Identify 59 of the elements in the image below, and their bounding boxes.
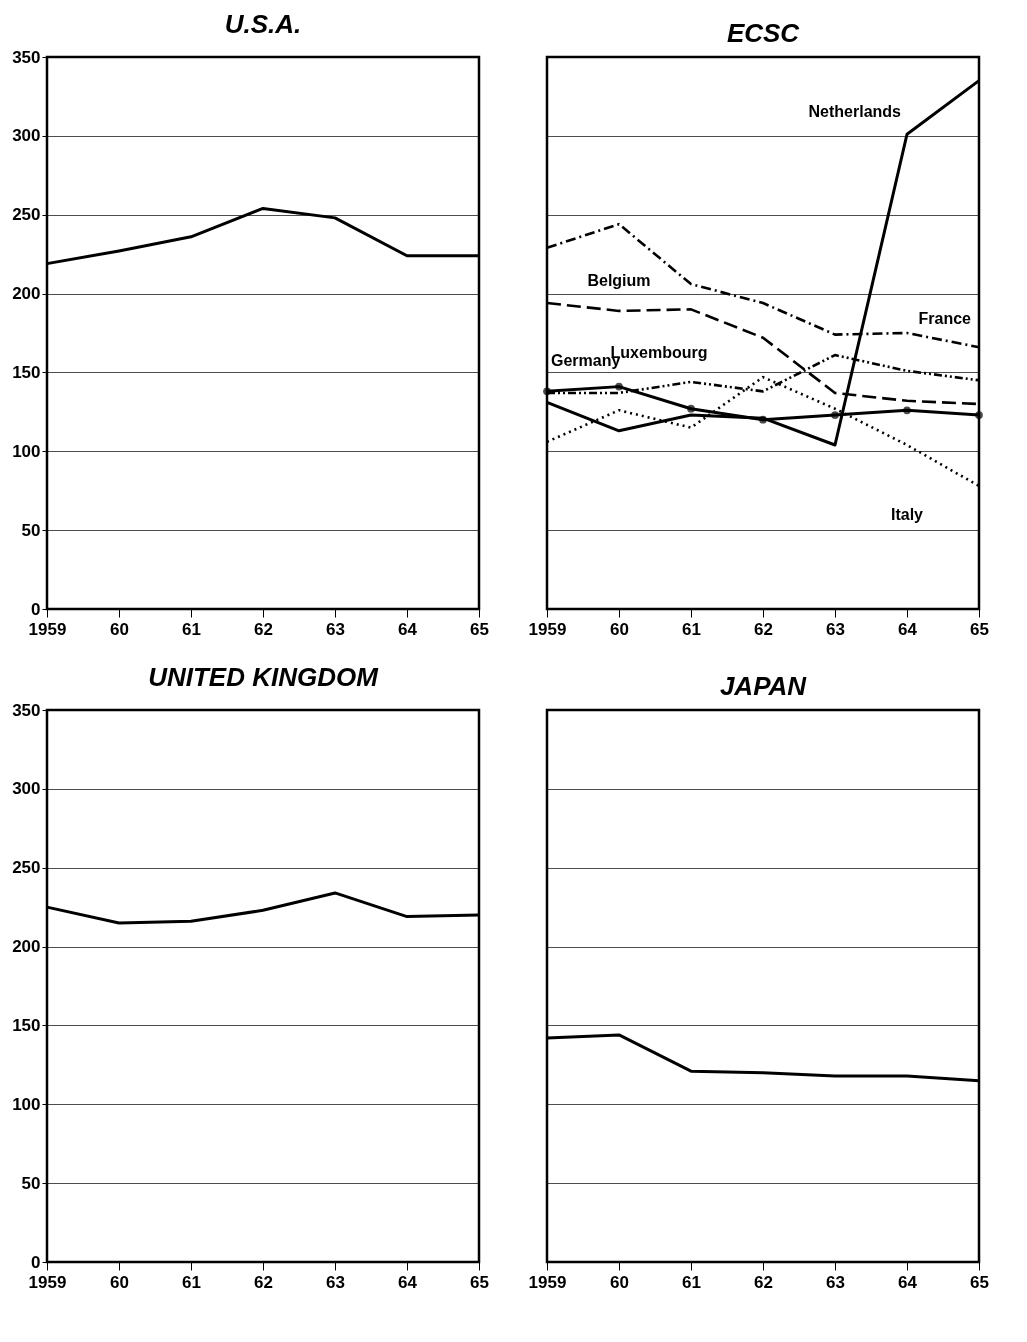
x-tick-label: 60 [110,1272,129,1292]
chart-title: ECSC [726,18,801,48]
y-tick-label: 350 [12,47,41,67]
series-label: Belgium [587,271,651,289]
series-label: France [918,310,972,328]
y-tick-label: 50 [21,1173,41,1193]
x-tick-label: 65 [470,619,489,639]
x-tick-label: 1959 [28,619,67,639]
text: Italy [890,505,924,523]
x-tick-label: 64 [398,1272,418,1292]
y-tick-label: 250 [12,205,41,225]
x-tick-label: 1959 [528,619,567,639]
chart-title: U.S.A. [224,9,302,39]
y-tick-label: 250 [12,858,41,878]
chart-title: UNITED KINGDOM [148,662,380,692]
x-tick-label: 1959 [528,1272,567,1292]
y-tick-label: 150 [12,1015,41,1035]
y-tick-label: 0 [31,599,41,619]
x-tick-label: 63 [326,1272,345,1292]
x-tick-label: 60 [110,619,129,639]
x-tick-label: 62 [754,619,773,639]
point [615,382,623,391]
x-tick-label: 63 [826,1272,845,1292]
y-tick-label: 200 [12,284,41,304]
x-tick-label: 63 [326,619,345,639]
point [975,411,983,419]
y-tick-label: 300 [12,126,41,146]
point [903,406,911,415]
y-tick-label: 100 [12,441,41,461]
y-tick-label: 0 [31,1252,41,1272]
x-tick-label: 61 [682,619,701,639]
y-tick-label: 200 [12,937,41,957]
x-tick-label: 61 [182,1272,201,1292]
point [687,404,695,413]
y-tick-label: 150 [12,362,41,382]
point [831,411,839,419]
x-tick-label: 65 [470,1272,489,1292]
point [543,387,551,396]
x-tick-label: 60 [610,1272,629,1292]
y-tick-label: 300 [12,779,41,799]
x-tick-label: 61 [682,1272,701,1292]
y-tick-label: 100 [12,1094,41,1114]
x-tick-label: 1959 [28,1272,67,1292]
y-tick-label: 350 [12,700,41,720]
x-tick-label: 62 [254,619,273,639]
y-tick-label: 50 [21,520,41,540]
x-tick-label: 64 [398,619,418,639]
x-tick-label: 61 [182,619,201,639]
x-tick-label: 64 [898,1272,918,1292]
x-tick-label: 64 [898,619,918,639]
x-tick-label: 65 [970,619,989,639]
chart-title: JAPAN [719,671,808,701]
x-tick-label: 63 [826,619,845,639]
x-tick-label: 65 [970,1272,989,1292]
x-tick-label: 62 [754,1272,773,1292]
series-label: Netherlands [808,103,902,121]
x-tick-label: 62 [254,1272,273,1292]
x-tick-label: 60 [610,619,629,639]
point [759,415,767,424]
